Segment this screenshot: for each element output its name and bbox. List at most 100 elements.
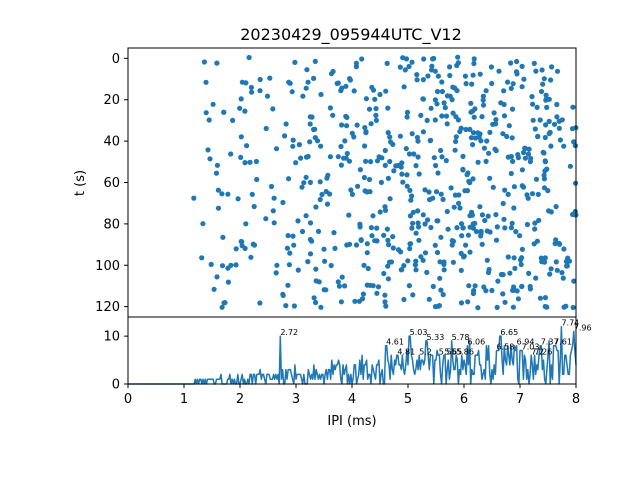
- raster-point: [251, 203, 257, 210]
- raster-point: [554, 114, 560, 120]
- raster-point: [415, 220, 421, 226]
- raster-point: [463, 242, 469, 248]
- raster-point: [285, 233, 291, 239]
- raster-point: [263, 125, 269, 132]
- histogram-x-tick-label: 3: [292, 392, 300, 407]
- raster-point: [378, 179, 384, 185]
- raster-point: [433, 189, 440, 195]
- raster-point: [471, 56, 477, 62]
- raster-point: [312, 135, 318, 141]
- raster-point: [303, 213, 309, 219]
- raster-point: [414, 134, 420, 141]
- histogram-x-tick-label: 6: [460, 392, 468, 407]
- raster-point: [424, 269, 430, 275]
- raster-point: [215, 205, 222, 211]
- raster-point: [475, 305, 481, 311]
- raster-point: [443, 113, 450, 119]
- raster-point: [509, 220, 515, 226]
- raster-point: [567, 163, 574, 169]
- raster-point: [282, 133, 288, 139]
- raster-point: [439, 88, 445, 95]
- raster-point: [466, 178, 472, 184]
- raster-point: [432, 68, 438, 74]
- raster-point: [271, 220, 277, 226]
- raster-point: [401, 296, 407, 303]
- raster-point: [336, 283, 342, 289]
- raster-point: [361, 262, 367, 268]
- raster-point: [460, 225, 466, 231]
- raster-point: [473, 228, 480, 235]
- peak-label: 7.61: [554, 338, 572, 347]
- raster-point: [439, 79, 445, 85]
- peak-label: 5.33: [426, 333, 444, 342]
- raster-point: [549, 64, 555, 70]
- raster-point: [557, 137, 564, 143]
- raster-point: [508, 153, 514, 160]
- raster-point: [467, 249, 473, 255]
- raster-point: [435, 218, 441, 224]
- raster-point: [484, 228, 490, 234]
- raster-point: [429, 63, 435, 69]
- histogram-x-tick-label: 7: [516, 392, 524, 407]
- histogram-x-tick-label: 1: [180, 392, 188, 407]
- raster-point: [291, 303, 297, 309]
- histogram-y-tick-label: 0: [112, 378, 120, 393]
- raster-point: [525, 151, 532, 157]
- raster-point: [409, 193, 415, 199]
- raster-point: [338, 162, 344, 168]
- raster-point: [453, 138, 459, 145]
- raster-point: [335, 154, 341, 160]
- raster-point: [375, 284, 382, 290]
- raster-point: [426, 296, 432, 302]
- raster-point: [546, 118, 552, 124]
- raster-point: [489, 287, 495, 294]
- raster-point: [346, 212, 352, 218]
- raster-point: [253, 158, 259, 165]
- raster-point: [493, 237, 500, 243]
- raster-point: [542, 255, 548, 261]
- raster-point: [458, 125, 464, 131]
- raster-point: [403, 56, 410, 62]
- raster-point: [404, 109, 411, 115]
- raster-point: [505, 191, 511, 197]
- raster-point: [300, 93, 306, 99]
- raster-point: [383, 303, 389, 309]
- raster-point: [407, 241, 414, 247]
- raster-point: [536, 217, 542, 223]
- peak-label: 7.26: [535, 347, 553, 356]
- raster-point: [344, 123, 350, 129]
- raster-point: [362, 125, 368, 131]
- raster-point: [508, 60, 514, 66]
- raster-point: [479, 212, 485, 218]
- raster-point: [559, 117, 565, 123]
- raster-point: [219, 191, 225, 197]
- raster-point: [298, 155, 304, 161]
- raster-point: [331, 230, 337, 236]
- raster-point: [208, 261, 214, 267]
- raster-point: [534, 104, 540, 110]
- raster-point: [472, 283, 478, 289]
- raster-point: [351, 88, 357, 94]
- raster-point: [463, 81, 469, 87]
- raster-point: [238, 96, 244, 102]
- raster-point: [500, 291, 506, 297]
- raster-point: [495, 278, 501, 284]
- raster-point: [528, 155, 534, 162]
- raster-point: [500, 200, 506, 207]
- raster-point: [420, 77, 426, 83]
- raster-point: [358, 237, 364, 243]
- raster-point: [355, 183, 361, 189]
- raster-point: [519, 283, 525, 290]
- peak-label: 4.81: [397, 347, 415, 356]
- raster-point: [471, 60, 477, 67]
- raster-point: [468, 135, 474, 141]
- raster-point: [569, 126, 576, 132]
- raster-point: [537, 117, 543, 123]
- raster-point: [407, 187, 413, 193]
- raster-point: [564, 263, 570, 269]
- raster-point: [515, 155, 522, 161]
- raster-point: [205, 147, 211, 153]
- raster-point: [387, 134, 393, 140]
- raster-point: [348, 187, 354, 193]
- raster-point: [428, 224, 434, 231]
